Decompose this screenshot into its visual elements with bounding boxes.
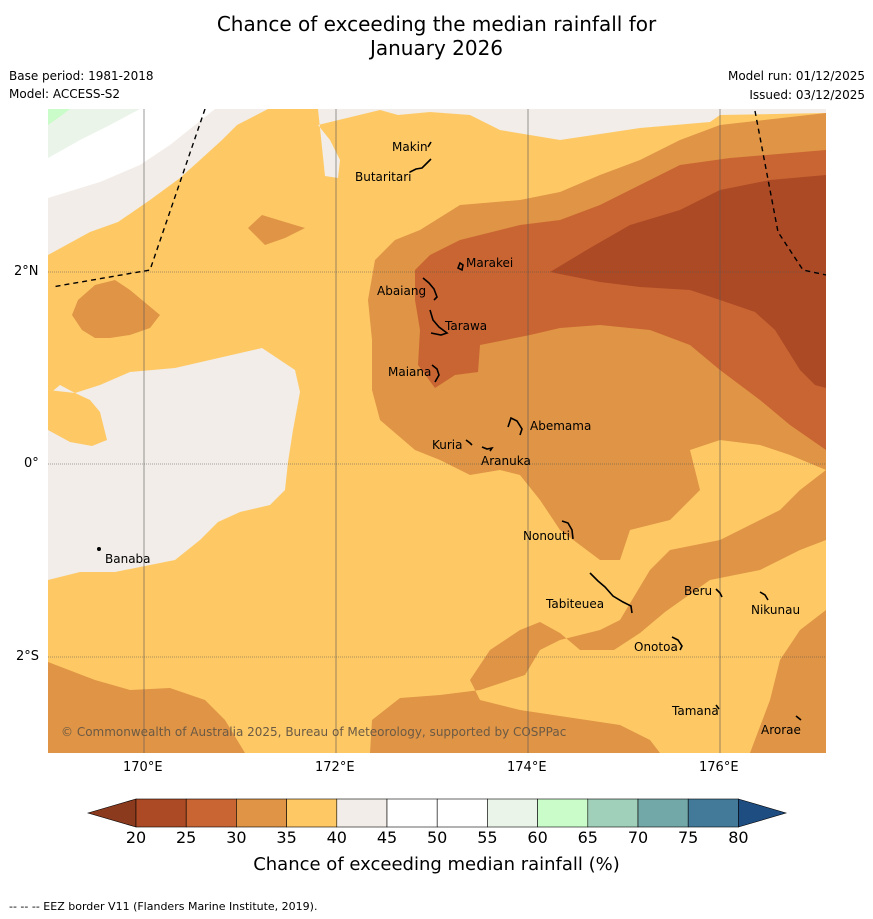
label-marakei: Marakei — [466, 256, 513, 270]
place-labels: Makin Butaritari Marakei Abaiang Tarawa … — [105, 140, 801, 737]
model-run-date: Model run: 01/12/2025 — [727, 69, 865, 83]
label-butaritari: Butaritari — [355, 170, 412, 184]
label-abaiang: Abaiang — [377, 284, 426, 298]
colorbar-bin-30-35 — [236, 798, 287, 828]
label-maiana: Maiana — [388, 365, 431, 379]
eez-footnote: -- -- -- EEZ border V11 (Flanders Marine… — [9, 900, 318, 913]
issued-date: Issued: 03/12/2025 — [749, 88, 865, 102]
lat-label-0: 0° — [24, 456, 39, 471]
colorbar-bin-55-60 — [487, 798, 538, 828]
label-nikunau: Nikunau — [751, 603, 800, 617]
colorbar-tick: 70 — [627, 828, 649, 847]
colorbar-bin-45-50 — [386, 798, 438, 828]
title-line-1: Chance of exceeding the median rainfall … — [216, 12, 657, 36]
island-arorae — [795, 715, 802, 721]
lon-label-172e: 172°E — [315, 760, 355, 775]
colorbar-tick: 35 — [276, 828, 297, 847]
title-line-2: January 2026 — [369, 36, 504, 60]
lon-label-170e: 170°E — [123, 760, 163, 775]
island-marakei — [456, 261, 464, 272]
label-nonouti: Nonouti — [523, 529, 570, 543]
island-maiana — [431, 364, 440, 383]
lat-label-2s: 2°S — [16, 649, 40, 664]
colorbar-bin-40-45 — [336, 798, 388, 828]
zone-30-35-small — [248, 215, 305, 245]
colorbar-tick: 80 — [728, 828, 749, 847]
colorbar-tick: 20 — [125, 828, 147, 847]
island-tamana — [715, 704, 720, 710]
island-kuria — [465, 439, 473, 446]
graticule — [48, 109, 826, 753]
island-onotoa — [671, 636, 683, 651]
island-abaiang — [422, 277, 438, 301]
island-tarawa — [429, 309, 449, 336]
island-butaritari — [409, 158, 432, 173]
colorbar-bin-65-70 — [587, 798, 639, 828]
island-makin — [427, 141, 432, 148]
map-title: Chance of exceeding the median rainfall … — [0, 12, 873, 60]
model-name: Model: ACCESS-S2 — [9, 87, 121, 101]
zone-35-40-patch — [48, 390, 107, 446]
zone-30-35-west — [72, 280, 160, 338]
island-tabiteuea — [589, 572, 633, 614]
lat-label-2n: 2°N — [14, 264, 39, 279]
rainfall-map: Makin Butaritari Marakei Abaiang Tarawa … — [48, 109, 826, 753]
colorbar-tick: 65 — [577, 828, 598, 847]
island-banaba — [97, 546, 102, 551]
label-banaba: Banaba — [105, 552, 151, 566]
label-abemama: Abemama — [530, 419, 591, 433]
eez-borders — [51, 109, 826, 288]
island-beru — [715, 588, 723, 598]
colorbar-tick: 40 — [326, 828, 347, 847]
colorbar-bin-75-80 — [687, 798, 739, 828]
label-tabiteuea: Tabiteuea — [545, 597, 604, 611]
island-outlines — [97, 141, 802, 721]
colorbar — [86, 798, 788, 828]
copyright-notice: © Commonwealth of Australia 2025, Bureau… — [61, 725, 566, 739]
colorbar-tick: 50 — [427, 828, 448, 847]
colorbar-tick: 25 — [176, 828, 197, 847]
label-onotoa: Onotoa — [634, 640, 678, 654]
colorbar-bin-20-25 — [135, 798, 187, 828]
island-aranuka — [481, 446, 494, 452]
zone-40-45-north — [318, 109, 826, 178]
lon-label-174e: 174°E — [507, 760, 547, 775]
colorbar-under-arrow — [86, 798, 137, 828]
label-arorae: Arorae — [761, 723, 801, 737]
zone-55-60-northwest — [48, 109, 140, 158]
zone-30-35-east — [48, 113, 826, 753]
colorbar-tick: 45 — [376, 828, 398, 847]
island-nonouti — [561, 520, 574, 540]
colorbar-label: Chance of exceeding median rainfall (%) — [253, 854, 620, 875]
colorbar-tick: 75 — [678, 828, 699, 847]
colorbar-tick: 30 — [226, 828, 247, 847]
label-tarawa: Tarawa — [444, 319, 487, 333]
colorbar-over-arrow — [738, 798, 788, 828]
colorbar-bin-25-30 — [185, 798, 237, 828]
colorbar-bin-60-65 — [537, 798, 589, 828]
colorbar-bin-70-75 — [637, 798, 689, 828]
label-kuria: Kuria — [432, 438, 463, 452]
island-abemama — [507, 416, 523, 436]
label-tamana: Tamana — [671, 704, 719, 718]
lon-label-176e: 176°E — [699, 760, 739, 775]
colorbar-tick: 55 — [477, 828, 498, 847]
colorbar-bin-50-55 — [436, 798, 488, 828]
colorbar-bin-35-40 — [286, 798, 338, 828]
label-beru: Beru — [684, 584, 712, 598]
label-makin: Makin — [392, 140, 428, 154]
label-aranuka: Aranuka — [481, 454, 531, 468]
zone-60-65-northwest — [48, 109, 70, 125]
colorbar-tick: 60 — [527, 828, 548, 847]
base-period: Base period: 1981-2018 — [9, 69, 154, 83]
island-nikunau — [759, 591, 769, 601]
zone-20-25 — [550, 175, 826, 388]
